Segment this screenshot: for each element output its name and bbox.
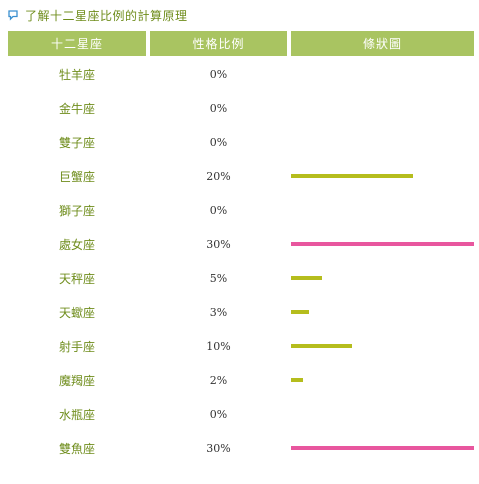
personality-percent: 3% bbox=[209, 305, 228, 319]
percent-bar bbox=[291, 276, 322, 280]
zodiac-sign-name: 天蠍座 bbox=[58, 305, 95, 320]
table-row: 牡羊座 0% bbox=[8, 57, 474, 91]
header-bar-chart: 條狀圖 bbox=[291, 31, 474, 56]
help-link-label: 了解十二星座比例的計算原理 bbox=[25, 8, 188, 23]
zodiac-sign-name: 金牛座 bbox=[58, 101, 95, 116]
header-personality-percent: 性格比例 bbox=[150, 31, 287, 56]
percent-bar bbox=[291, 446, 474, 450]
bar-cell bbox=[291, 193, 474, 227]
percent-bar bbox=[291, 174, 413, 178]
percent-bar bbox=[291, 310, 309, 314]
percent-bar bbox=[291, 344, 352, 348]
zodiac-sign-name: 處女座 bbox=[58, 237, 95, 252]
bar-cell bbox=[291, 397, 474, 431]
table-row: 魔羯座 2% bbox=[8, 363, 474, 397]
zodiac-sign-name: 牡羊座 bbox=[58, 67, 95, 82]
speech-bubble-icon bbox=[6, 8, 20, 22]
table-row: 天秤座 5% bbox=[8, 261, 474, 295]
personality-percent: 0% bbox=[209, 67, 228, 81]
personality-percent: 20% bbox=[206, 169, 231, 183]
table-row: 天蠍座 3% bbox=[8, 295, 474, 329]
zodiac-table-body: 牡羊座 0% 金牛座 0% 雙子座 0% 巨蟹座 20% 獅子座 0% 處女座 30% 天秤座 5% 天蠍座… bbox=[8, 57, 474, 465]
table-row: 水瓶座 0% bbox=[8, 397, 474, 431]
bar-cell bbox=[291, 329, 474, 363]
table-row: 雙子座 0% bbox=[8, 125, 474, 159]
table-row: 處女座 30% bbox=[8, 227, 474, 261]
bar-cell bbox=[291, 227, 474, 261]
personality-percent: 2% bbox=[209, 373, 228, 387]
table-row: 獅子座 0% bbox=[8, 193, 474, 227]
personality-percent: 0% bbox=[209, 203, 228, 217]
bar-cell bbox=[291, 363, 474, 397]
zodiac-sign-name: 雙魚座 bbox=[58, 441, 95, 456]
zodiac-sign-name: 水瓶座 bbox=[58, 407, 95, 422]
zodiac-sign-name: 射手座 bbox=[58, 339, 95, 354]
bar-cell bbox=[291, 57, 474, 91]
personality-percent: 5% bbox=[209, 271, 228, 285]
bar-cell bbox=[291, 125, 474, 159]
bar-cell bbox=[291, 91, 474, 125]
zodiac-sign-name: 天秤座 bbox=[58, 271, 95, 286]
bar-cell bbox=[291, 431, 474, 465]
header-zodiac-sign: 十二星座 bbox=[8, 31, 146, 56]
personality-percent: 0% bbox=[209, 135, 228, 149]
zodiac-sign-name: 魔羯座 bbox=[58, 373, 95, 388]
personality-percent: 30% bbox=[206, 237, 231, 251]
calculation-help-link[interactable]: 了解十二星座比例的計算原理 bbox=[6, 6, 188, 24]
bar-cell bbox=[291, 159, 474, 193]
percent-bar bbox=[291, 242, 474, 246]
table-header: 十二星座 性格比例 條狀圖 bbox=[8, 31, 474, 56]
bar-cell bbox=[291, 295, 474, 329]
percent-bar bbox=[291, 378, 303, 382]
table-row: 巨蟹座 20% bbox=[8, 159, 474, 193]
personality-percent: 10% bbox=[206, 339, 231, 353]
table-row: 射手座 10% bbox=[8, 329, 474, 363]
bar-cell bbox=[291, 261, 474, 295]
zodiac-sign-name: 獅子座 bbox=[58, 203, 95, 218]
zodiac-sign-name: 雙子座 bbox=[58, 135, 95, 150]
zodiac-sign-name: 巨蟹座 bbox=[58, 169, 95, 184]
table-row: 金牛座 0% bbox=[8, 91, 474, 125]
table-row: 雙魚座 30% bbox=[8, 431, 474, 465]
personality-percent: 30% bbox=[206, 441, 231, 455]
personality-percent: 0% bbox=[209, 407, 228, 421]
personality-percent: 0% bbox=[209, 101, 228, 115]
